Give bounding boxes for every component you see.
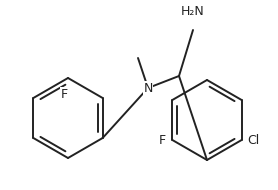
- Text: H₂N: H₂N: [181, 5, 205, 18]
- Text: F: F: [60, 88, 68, 101]
- Text: N: N: [143, 82, 153, 94]
- Text: F: F: [159, 134, 166, 146]
- Text: Cl: Cl: [248, 134, 260, 146]
